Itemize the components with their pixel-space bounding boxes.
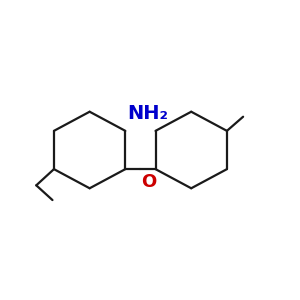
Text: NH₂: NH₂	[127, 104, 168, 124]
Text: O: O	[141, 173, 157, 191]
